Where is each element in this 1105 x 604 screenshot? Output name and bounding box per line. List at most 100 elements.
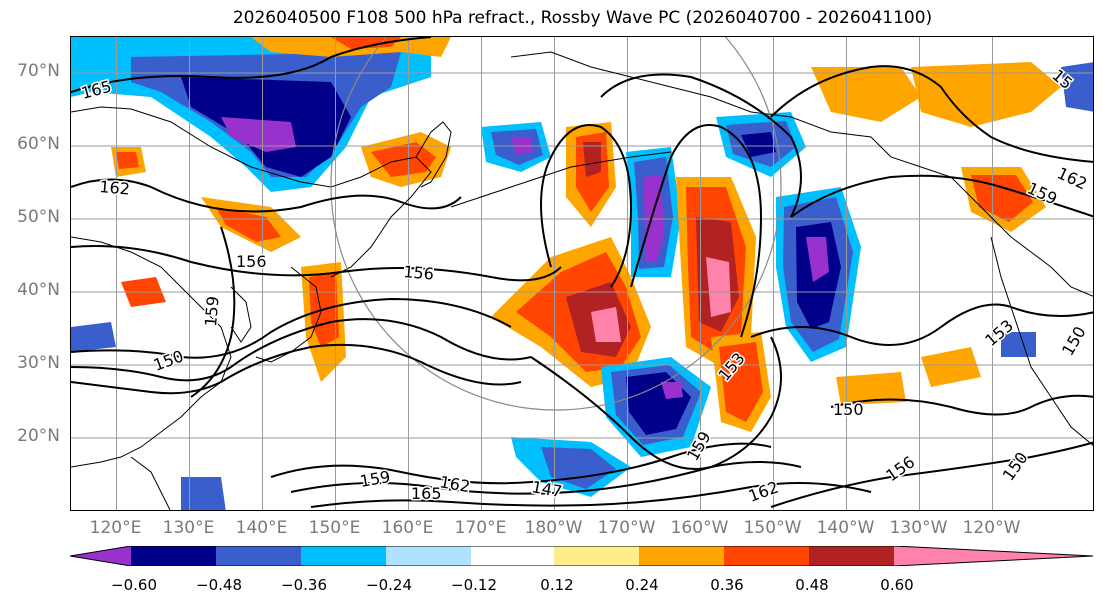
contour-east-150 [830, 394, 1093, 416]
anomaly-blue-south [541, 447, 616, 489]
contour-159 [190, 226, 236, 398]
longitude-label: 130°E [162, 518, 215, 538]
coast-asia-north [71, 106, 432, 278]
contour-ridge-1 [630, 124, 763, 338]
anomaly-orange-ne1 [811, 67, 921, 122]
anomaly-orange-east2 [836, 372, 906, 405]
map-panel[interactable]: 165 162 156 159 150 156 153 150 159 162 147 165 162 1… [70, 36, 1094, 511]
colorbar-tick-label: 0.24 [625, 576, 659, 594]
latitude-label: 40°N [17, 280, 60, 300]
contour-label: 156 [403, 262, 435, 284]
contour-label: 150 [999, 448, 1032, 484]
anomaly-red-ne3 [971, 175, 1033, 222]
anomaly-purple-nw [221, 117, 296, 152]
contour-label: 162 [746, 477, 781, 505]
colorbar-tick-label: 0.60 [880, 576, 914, 594]
colorbar-tick-label: 0.12 [540, 576, 574, 594]
contour-trough-1 [540, 124, 633, 288]
contour-150-a [71, 318, 532, 382]
anomaly-purple-c5 [661, 382, 683, 399]
colorbar-swatch [386, 546, 471, 566]
longitude-label: 140°W [816, 518, 875, 538]
contour-label: 156 [236, 252, 267, 271]
longitude-label: 130°W [889, 518, 948, 538]
longitude-label: 120°W [962, 518, 1021, 538]
contour-south-4 [770, 441, 1093, 508]
contour-label: 162 [438, 472, 471, 496]
colorbar-tick-label: −0.36 [281, 576, 327, 594]
longitude-label: 160°E [381, 518, 434, 538]
anomaly-pink-c1 [591, 307, 621, 342]
contour-label: 165 [411, 484, 442, 503]
contour-ne-2 [770, 65, 1093, 163]
anomaly-blue-west-tip [181, 477, 226, 510]
anomaly-red-japan [216, 207, 281, 242]
anomaly-orange-east [921, 347, 981, 387]
coast-philippines [130, 456, 171, 510]
contour-162-a [71, 178, 462, 213]
anomaly-red-left [116, 152, 139, 169]
coast-alaska [510, 51, 1093, 297]
anomaly-blue-ne4 [1061, 62, 1093, 112]
anomaly-orange-ne2 [911, 62, 1061, 127]
contour-label: 162 [99, 177, 131, 199]
colorbar-tick-label: 0.36 [710, 576, 744, 594]
coast-aleutians [450, 151, 672, 208]
anomaly-pink-c4 [706, 257, 731, 317]
map-title: 2026040500 F108 500 hPa refract., Rossby… [232, 8, 933, 28]
latitude-label: 60°N [17, 134, 60, 154]
anomaly-purple-ne [806, 237, 829, 282]
longitude-label: 160°W [670, 518, 729, 538]
coast-north-america [990, 236, 1093, 446]
anomaly-red-c6 [719, 342, 763, 422]
colorbar-tick-label: −0.24 [366, 576, 412, 594]
longitude-label: 140°E [235, 518, 288, 538]
colorbar-swatch [554, 546, 639, 566]
longitude-label: 150°W [743, 518, 802, 538]
latitude-label: 30°N [17, 353, 60, 373]
contour-circle-lobe [530, 336, 782, 470]
longitude-label: 150°E [308, 518, 361, 538]
contour-ne-3 [750, 303, 1093, 346]
contour-153-a [71, 297, 512, 359]
longitude-label: 170°E [454, 518, 507, 538]
anomaly-blue-east [1001, 332, 1036, 357]
colorbar-swatch [639, 546, 724, 566]
colorbar-swatch [471, 546, 554, 566]
colorbar-swatch [131, 546, 216, 566]
colorbar-tick-label: −0.12 [451, 576, 497, 594]
latitude-label: 20°N [17, 426, 60, 446]
map-canvas: 1651621561591501561531501591621471651621… [71, 37, 1093, 510]
colorbar-swatch [724, 546, 809, 566]
contour-ne-1 [790, 174, 1093, 218]
contour-label: 156 [882, 452, 918, 485]
colorbar-tick-label: −0.48 [196, 576, 242, 594]
coast-korea [230, 286, 252, 343]
longitude-label: 180°W [524, 518, 583, 538]
latitude-label: 70°N [17, 61, 60, 81]
colorbar-swatch [70, 546, 131, 566]
graticule [71, 37, 1093, 510]
colorbar-tick-label: 0.48 [795, 576, 829, 594]
contour-label: 159 [358, 467, 391, 491]
contour-south-1 [270, 442, 772, 485]
colorbar-swatch [216, 546, 301, 566]
longitude-label: 120°E [89, 518, 142, 538]
contour-label: 150 [151, 346, 186, 374]
contour-label: 150 [1058, 323, 1090, 359]
contour-label: 147 [530, 477, 563, 501]
anomaly-navy-gulf [741, 132, 776, 157]
range-circle [330, 37, 782, 411]
longitude-label: 170°W [597, 518, 656, 538]
anomaly-blue-sw [71, 322, 116, 352]
colorbar-swatch [894, 546, 1094, 566]
colorbar-tick-label: −0.60 [111, 576, 157, 594]
contour-label: 159 [201, 295, 223, 327]
contour-147-a [71, 343, 522, 395]
refractivity-shading [71, 37, 1093, 510]
height-contours [71, 37, 1093, 508]
colorbar-outline [70, 546, 1094, 566]
contour-south-2 [290, 461, 802, 495]
latitude-label: 50°N [17, 207, 60, 227]
contour-156 [71, 245, 562, 282]
